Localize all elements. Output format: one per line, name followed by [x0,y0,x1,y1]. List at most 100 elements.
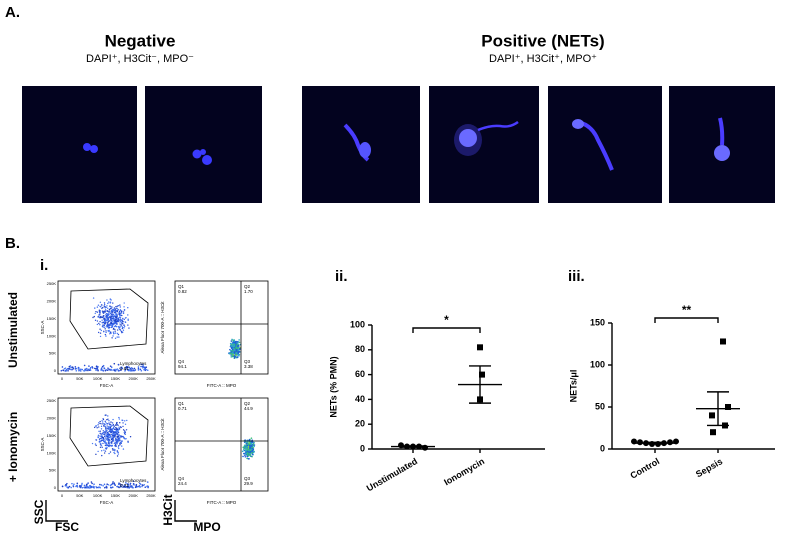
event-dot [236,352,238,354]
event-dot [117,305,120,307]
event-dot [96,427,98,429]
event-dot [114,318,116,320]
event-dot [251,449,254,452]
event-dot [107,415,109,417]
event-dot [127,324,129,326]
event-dot [108,368,110,371]
event-dot [101,369,104,372]
event-dot [98,441,100,443]
event-dot [96,311,99,313]
event-dot [113,307,116,309]
event-dot [117,319,119,322]
event-dot [100,442,102,445]
quadrant-name: Q1 [178,401,185,406]
event-dot [114,452,116,455]
event-dot [118,316,121,319]
event-dot [118,447,120,450]
event-dot [252,442,255,445]
event-dot [110,299,112,301]
event-dot [101,446,103,448]
event-dot [67,370,69,372]
event-dot [233,351,236,354]
event-dot [104,486,106,489]
event-dot [99,324,101,326]
event-dot [134,369,137,371]
event-dot [110,437,112,439]
event-dot [111,320,113,323]
event-dot [116,485,119,488]
event-dot [98,430,100,433]
event-dot [127,318,129,320]
event-dot [122,323,124,325]
event-dot [233,345,236,347]
event-dot [103,423,105,425]
event-dot [238,339,240,341]
event-dot [115,306,117,308]
event-dot [114,310,117,312]
event-dot [108,430,110,433]
event-dot [244,446,246,449]
data-point [710,429,716,436]
event-dot [109,428,111,431]
event-dot [248,449,251,451]
axis-title: SSC-A [40,321,45,335]
event-dot [104,306,106,309]
event-dot [102,312,105,314]
y-axis-title: NETs/μl [568,370,578,403]
event-dot [141,365,144,368]
event-dot [108,433,110,435]
tick-label: 200K [129,493,139,498]
event-dot [115,314,118,316]
event-dot [75,369,78,372]
event-dot [94,367,96,370]
quadrant-value: 94.1 [178,364,187,369]
event-dot [110,323,112,326]
event-dot [105,414,107,416]
event-dot [116,310,119,313]
event-dot [102,326,104,328]
event-dot [97,436,99,439]
event-dot [99,320,101,323]
event-dot [119,326,121,328]
quadrant-name: Q4 [178,359,185,364]
event-dot [114,484,116,487]
y-tick-label: 0 [360,443,365,453]
event-dot [111,422,114,424]
row-label: + Ionomycin [6,412,20,482]
gate-value: 0.71 [120,483,129,488]
tick-label: 50K [76,376,83,381]
event-dot [120,309,122,312]
event-dot [100,445,103,447]
event-dot [121,327,124,330]
event-dot [112,433,115,435]
event-dot [117,333,120,336]
event-dot [119,483,121,485]
event-dot [119,322,121,324]
data-point [725,404,731,410]
significance-label: ** [682,303,692,317]
event-dot [142,363,144,366]
event-dot [100,436,102,438]
event-dot [114,332,117,334]
y-tick-label: 0 [600,443,605,453]
event-dot [81,368,84,371]
event-dot [120,441,122,444]
event-dot [111,319,113,321]
event-dot [123,318,125,321]
event-dot [123,327,125,329]
event-dot [106,425,108,427]
event-dot [250,442,252,445]
event-dot [117,363,120,366]
event-dot [116,428,119,431]
event-dot [137,369,140,371]
event-dot [61,366,64,368]
event-dot [94,312,96,315]
event-dot [139,368,142,371]
event-dot [106,369,109,371]
event-dot [114,330,116,332]
event-dot [109,298,111,300]
y-tick-label: 20 [355,419,365,429]
event-dot [236,342,239,344]
event-dot [124,317,127,319]
event-dot [108,444,111,446]
